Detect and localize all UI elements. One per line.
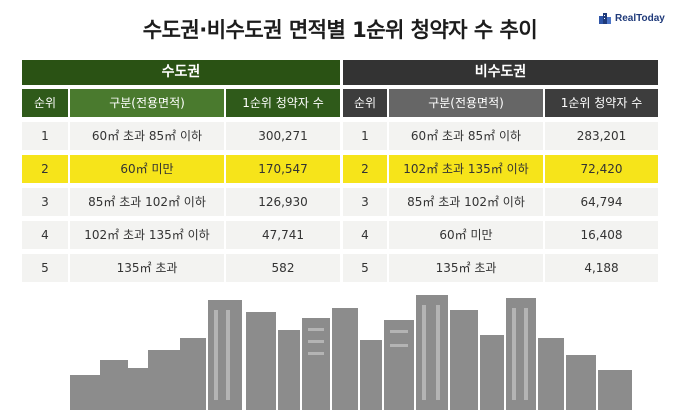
table-row: 1 60㎡ 초과 85㎡ 이하 283,201	[343, 122, 658, 150]
table-row: 4 60㎡ 미만 16,408	[343, 221, 658, 249]
category-column-header: 구분(전용면적)	[389, 89, 543, 117]
rank-column-header: 순위	[343, 89, 387, 117]
value-cell: 4,188	[545, 254, 658, 282]
rank-cell: 5	[343, 254, 387, 282]
noncapital-area-header: 비수도권	[343, 60, 658, 85]
rank-cell: 3	[343, 188, 387, 216]
category-cell: 102㎡ 초과 135㎡ 이하	[389, 155, 543, 183]
category-cell: 85㎡ 초과 102㎡ 이하	[70, 188, 224, 216]
capital-area-header: 수도권	[22, 60, 340, 85]
value-cell: 16,408	[545, 221, 658, 249]
value-cell: 64,794	[545, 188, 658, 216]
table-header-row: 순위 구분(전용면적) 1순위 청약자 수	[22, 89, 340, 117]
rank-column-header: 순위	[22, 89, 68, 117]
noncapital-area-table: 순위 구분(전용면적) 1순위 청약자 수 1 60㎡ 초과 85㎡ 이하 283,…	[343, 89, 658, 287]
table-row: 1 60㎡ 초과 85㎡ 이하 300,271	[22, 122, 340, 150]
value-column-header: 1순위 청약자 수	[226, 89, 340, 117]
table-row: 5 135㎡ 초과 582	[22, 254, 340, 282]
rank-cell: 3	[22, 188, 68, 216]
category-column-header: 구분(전용면적)	[70, 89, 224, 117]
rank-cell: 4	[22, 221, 68, 249]
capital-area-table: 순위 구분(전용면적) 1순위 청약자 수 1 60㎡ 초과 85㎡ 이하 300,…	[22, 89, 340, 287]
value-cell: 126,930	[226, 188, 340, 216]
rank-cell: 2	[22, 155, 68, 183]
table-row: 2 102㎡ 초과 135㎡ 이하 72,420	[343, 155, 658, 183]
table-row: 3 85㎡ 초과 102㎡ 이하 64,794	[343, 188, 658, 216]
rank-cell: 5	[22, 254, 68, 282]
value-cell: 283,201	[545, 122, 658, 150]
rank-cell: 1	[343, 122, 387, 150]
value-cell: 300,271	[226, 122, 340, 150]
category-cell: 135㎡ 초과	[70, 254, 224, 282]
table-row: 4 102㎡ 초과 135㎡ 이하 47,741	[22, 221, 340, 249]
page-title: 수도권·비수도권 면적별 1순위 청약자 수 추이	[142, 18, 538, 42]
value-cell: 582	[226, 254, 340, 282]
category-cell: 135㎡ 초과	[389, 254, 543, 282]
value-cell: 72,420	[545, 155, 658, 183]
capital-area-rows: 1 60㎡ 초과 85㎡ 이하 300,271 2 60㎡ 미만 170,547 3 85㎡ …	[22, 122, 340, 282]
table-row: 2 60㎡ 미만 170,547	[22, 155, 340, 183]
table-row: 5 135㎡ 초과 4,188	[343, 254, 658, 282]
category-cell: 60㎡ 초과 85㎡ 이하	[389, 122, 543, 150]
table-header-row: 순위 구분(전용면적) 1순위 청약자 수	[343, 89, 658, 117]
category-cell: 60㎡ 초과 85㎡ 이하	[70, 122, 224, 150]
table-row: 3 85㎡ 초과 102㎡ 이하 126,930	[22, 188, 340, 216]
category-cell: 60㎡ 미만	[389, 221, 543, 249]
building-logo-icon	[599, 13, 611, 24]
category-cell: 85㎡ 초과 102㎡ 이하	[389, 188, 543, 216]
realtoday-logo: RealToday	[598, 10, 665, 26]
city-skyline-illustration	[70, 295, 632, 410]
category-cell: 60㎡ 미만	[70, 155, 224, 183]
rank-cell: 2	[343, 155, 387, 183]
rank-cell: 4	[343, 221, 387, 249]
category-cell: 102㎡ 초과 135㎡ 이하	[70, 221, 224, 249]
logo-text: RealToday	[615, 12, 665, 24]
rank-cell: 1	[22, 122, 68, 150]
noncapital-area-rows: 1 60㎡ 초과 85㎡ 이하 283,201 2 102㎡ 초과 135㎡ 이하 72,…	[343, 122, 658, 282]
value-cell: 170,547	[226, 155, 340, 183]
value-cell: 47,741	[226, 221, 340, 249]
value-column-header: 1순위 청약자 수	[545, 89, 658, 117]
